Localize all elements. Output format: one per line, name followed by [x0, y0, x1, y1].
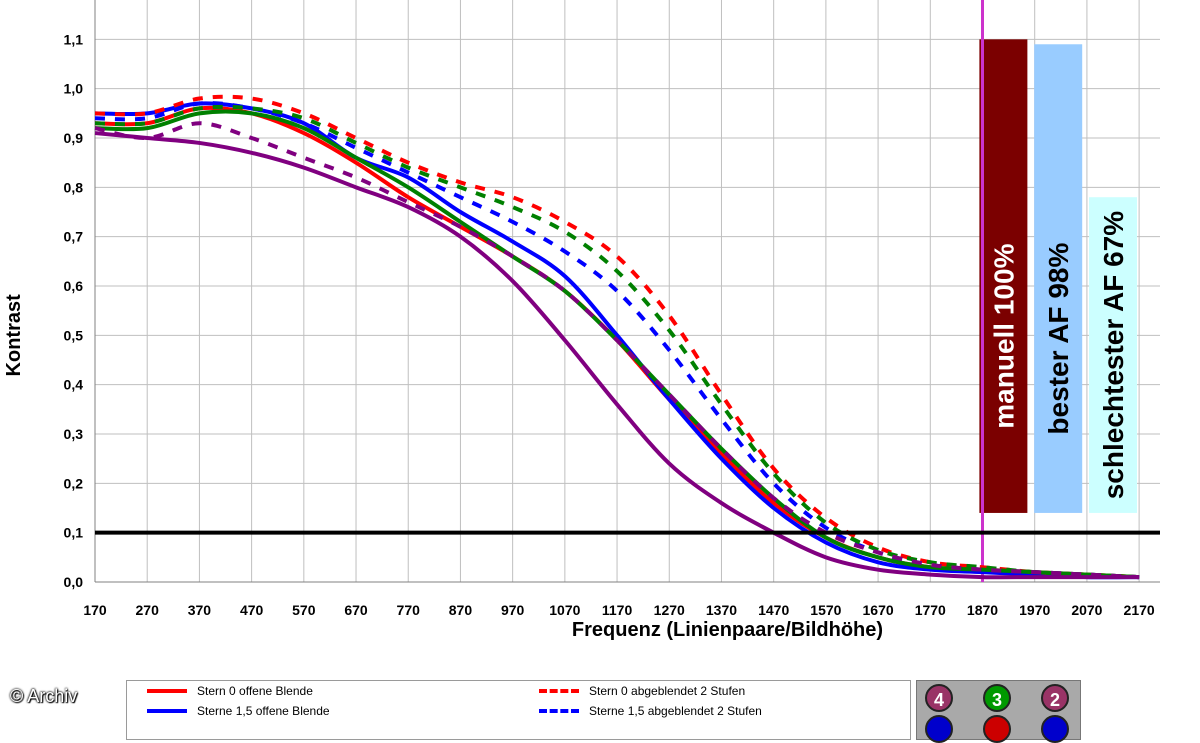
series-line [94, 121, 1140, 580]
x-tick-label: 1070 [549, 602, 580, 618]
series-line [94, 131, 1140, 580]
x-axis-title: Frequenz (Linienpaare/Bildhöhe) [572, 619, 883, 641]
legend-item: Stern 0 offene Blende [147, 683, 313, 698]
result-bar-label: schlechtester AF 67% [1098, 211, 1129, 500]
result-bar [1089, 197, 1138, 513]
x-tick-label: 270 [136, 602, 160, 618]
position-badge: 4 [925, 684, 953, 712]
position-badge: 2 [1041, 684, 1069, 712]
legend-label: Sterne 1,5 abgeblendet 2 Stufen [589, 703, 762, 718]
y-tick-label: 0,7 [64, 229, 84, 245]
legend-swatch-dashed-red [539, 688, 579, 693]
x-tick-label: 870 [449, 602, 473, 618]
legend-label: Sterne 1,5 offene Blende [197, 703, 330, 718]
x-tick-label: 370 [188, 602, 212, 618]
legend: Stern 0 offene Blende Sterne 1,5 offene … [126, 680, 911, 740]
x-tick-label: 1570 [810, 602, 841, 618]
y-tick-label: 0,3 [64, 426, 84, 442]
x-tick-label: 1670 [863, 602, 894, 618]
y-tick-label: 0,6 [64, 278, 84, 294]
legend-label: Stern 0 abgeblendet 2 Stufen [589, 683, 746, 698]
x-tick-label: 1970 [1019, 602, 1050, 618]
x-tick-label: 970 [501, 602, 525, 618]
y-tick-label: 0,5 [64, 327, 84, 343]
series-line [94, 94, 1140, 580]
legend-swatch-solid-red [147, 688, 187, 693]
position-badge-partial [925, 715, 953, 743]
legend-label: Stern 0 offene Blende [197, 683, 313, 698]
position-badge: 3 [983, 684, 1011, 712]
x-tick-label: 170 [83, 602, 107, 618]
y-tick-label: 0,2 [64, 475, 84, 491]
x-tick-label: 2170 [1124, 602, 1155, 618]
result-bar [1034, 44, 1083, 513]
position-badge-partial [1041, 715, 1069, 743]
legend-item: Stern 0 abgeblendet 2 Stufen [539, 683, 745, 698]
y-tick-label: 0,8 [64, 179, 84, 195]
y-tick-label: 1,1 [64, 31, 84, 47]
x-tick-label: 670 [344, 602, 368, 618]
x-tick-label: 470 [240, 602, 264, 618]
x-tick-label: 1870 [967, 602, 998, 618]
x-tick-label: 2070 [1071, 602, 1102, 618]
copyright-credit: © Archiv [10, 686, 78, 706]
x-tick-label: 1270 [654, 602, 685, 618]
y-tick-label: 0,0 [64, 574, 84, 590]
legend-item: Sterne 1,5 offene Blende [147, 703, 330, 718]
x-tick-label: 1770 [915, 602, 946, 618]
position-badge-panel: 4 3 2 [916, 680, 1081, 743]
legend-swatch-solid-blue [147, 708, 187, 713]
result-bar-label: bester AF 98% [1043, 243, 1074, 435]
contrast-chart: 0,0 0,1 0,2 0,3 0,4 0,5 0,6 0,7 0,8 0,9 1,0 1,1 170 2… [3, 0, 1160, 641]
x-tick-label: 1470 [758, 602, 789, 618]
y-tick-label: 1,0 [64, 81, 84, 97]
x-tick-label: 1170 [602, 602, 633, 618]
y-tick-label: 0,1 [64, 525, 84, 541]
x-tick-label: 770 [397, 602, 421, 618]
legend-item: Sterne 1,5 abgeblendet 2 Stufen [539, 703, 762, 718]
y-tick-label: 0,9 [64, 130, 84, 146]
position-badge-partial [983, 715, 1011, 743]
y-axis-title: Kontrast [3, 294, 25, 377]
y-tick-label: 0,4 [64, 377, 84, 393]
series-line [94, 104, 1140, 580]
x-tick-label: 570 [292, 602, 316, 618]
legend-swatch-dashed-blue [539, 708, 579, 713]
result-bar-label: manuell 100% [988, 243, 1019, 428]
result-bar [979, 39, 1028, 513]
x-tick-label: 1370 [706, 602, 737, 618]
